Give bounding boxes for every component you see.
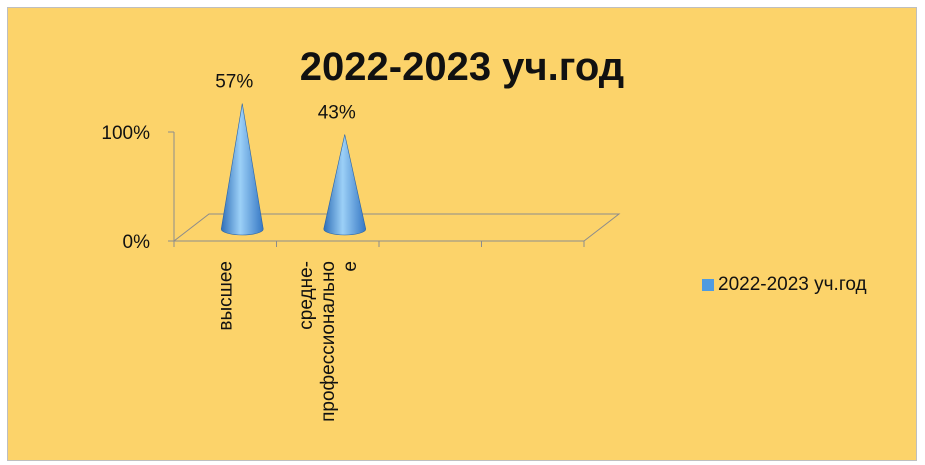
y-axis-ticks: 100% 0% — [101, 123, 174, 253]
cone-body — [220, 103, 264, 236]
data-marks — [220, 103, 367, 236]
y-tick-label: 0% — [123, 232, 151, 253]
chart-area: 2022-2023 уч.год 100% 0% 57% 43% высшее сре… — [7, 7, 917, 461]
legend-swatch — [702, 279, 714, 291]
chart-title: 2022-2023 уч.год — [299, 45, 625, 89]
data-label: 43% — [318, 102, 356, 123]
category-label: профессионально — [318, 261, 339, 422]
category-label: е — [340, 261, 361, 272]
category-labels: высшее средне-профессионально е — [215, 261, 361, 422]
floor-plane — [172, 213, 621, 242]
y-tick-label: 100% — [101, 123, 150, 144]
category-label: средне- — [296, 261, 317, 330]
cone-mark — [220, 103, 264, 236]
plot-area: 100% 0% 57% 43% высшее средне-профессиональ… — [101, 72, 621, 422]
legend: 2022-2023 уч.год — [702, 274, 867, 296]
cone-body — [323, 134, 367, 236]
category-label: высшее — [215, 261, 236, 331]
data-label: 57% — [215, 72, 253, 93]
axes — [172, 132, 621, 247]
data-labels: 57% 43% — [215, 72, 356, 124]
cone-mark — [323, 134, 367, 236]
legend-label: 2022-2023 уч.год — [718, 274, 867, 295]
